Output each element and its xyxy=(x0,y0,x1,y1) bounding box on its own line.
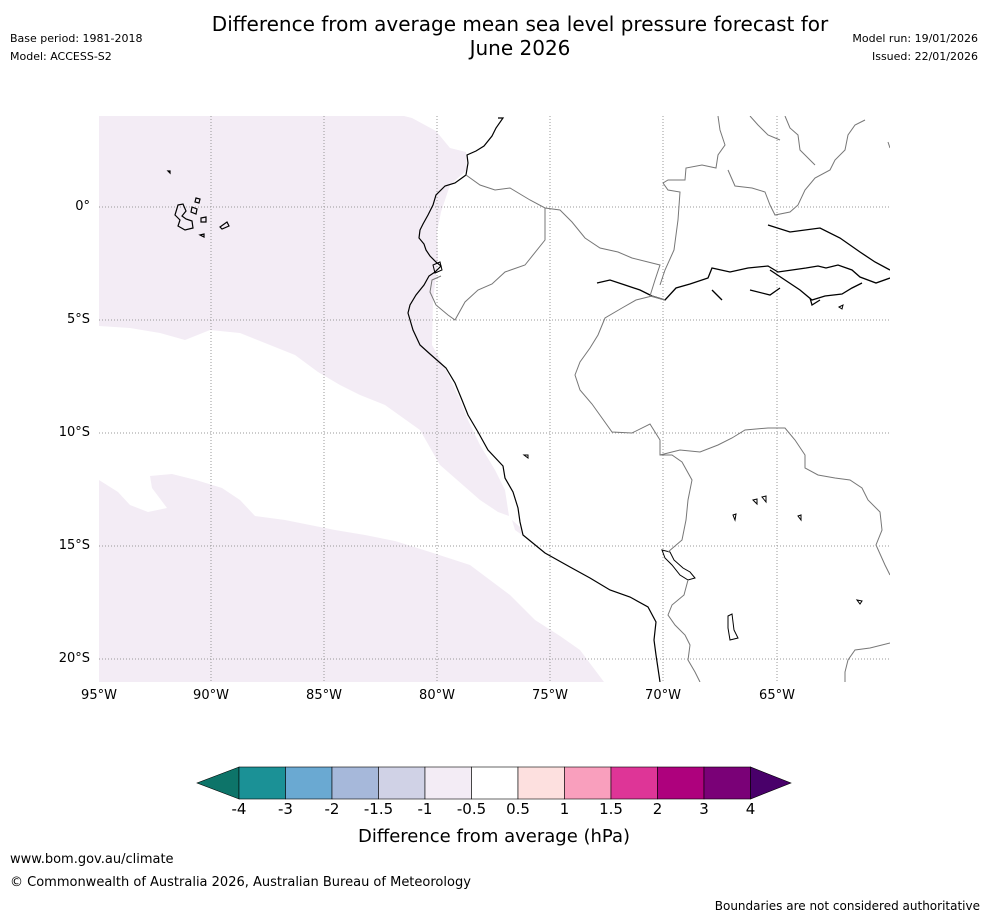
colorbar-tick-label: 1 xyxy=(559,800,570,818)
model-name: Model: ACCESS-S2 xyxy=(10,50,112,63)
map-body xyxy=(99,116,890,682)
footer-url[interactable]: www.bom.gov.au/climate xyxy=(10,852,174,867)
gridlines xyxy=(99,116,890,682)
meta-right: Model run: 19/01/2026 Issued: 22/01/2026 xyxy=(852,30,978,66)
meta-left: Base period: 1981-2018 Model: ACCESS-S2 xyxy=(10,30,142,66)
colorbar-tick-label: -2 xyxy=(324,800,340,818)
anomaly-region-coast xyxy=(512,520,522,535)
lon-label-70w: 70°W xyxy=(645,688,681,703)
coastline-pacific xyxy=(407,117,661,682)
lakes xyxy=(522,304,863,641)
footer-copyright: © Commonwealth of Australia 2026, Austra… xyxy=(10,875,471,890)
colorbar-swatch xyxy=(610,766,658,800)
colorbar-arrow-high xyxy=(750,766,792,800)
colorbar-swatch xyxy=(424,766,472,800)
colorbar-tick-label: 4 xyxy=(745,800,756,818)
colorbar-tick-label: -1.5 xyxy=(363,800,394,818)
title-line-1: Difference from average mean sea level p… xyxy=(211,12,829,36)
colorbar-swatch xyxy=(703,766,751,800)
colorbar-tick-label: -0.5 xyxy=(456,800,487,818)
colorbar-swatch xyxy=(378,766,426,800)
colorbar-tick-label: -3 xyxy=(278,800,293,818)
title-line-2: June 2026 xyxy=(469,36,571,60)
anomaly-region-south xyxy=(99,474,604,682)
lat-label-5s: 5°S xyxy=(66,312,90,327)
colorbar-tick-label: -4 xyxy=(231,800,247,818)
rivers xyxy=(596,224,890,307)
lon-label-95w: 95°W xyxy=(81,688,117,703)
lat-label-10s: 10°S xyxy=(58,425,90,440)
footer-disclaimer: Boundaries are not considered authoritat… xyxy=(714,899,980,913)
colorbar-tick-label: 2 xyxy=(652,800,663,818)
colorbar-swatch xyxy=(331,766,379,800)
colorbar-tick-label: -1 xyxy=(417,800,433,818)
colorbar-tick-label: 1.5 xyxy=(599,800,623,818)
colorbar-swatch xyxy=(471,766,519,800)
country-borders xyxy=(429,116,890,682)
colorbar-swatch xyxy=(238,766,286,800)
lon-label-85w: 85°W xyxy=(306,688,342,703)
gulf-of-guayaquil-island xyxy=(432,261,443,274)
lon-label-80w: 80°W xyxy=(419,688,455,703)
base-period: Base period: 1981-2018 xyxy=(10,32,143,45)
model-run: Model run: 19/01/2026 xyxy=(852,32,978,45)
colorbar-arrow-low xyxy=(196,766,240,800)
colorbar-label: Difference from average (hPa) xyxy=(357,826,631,847)
colorbar-swatch xyxy=(564,766,612,800)
colorbar-swatch xyxy=(517,766,565,800)
issued-date: Issued: 22/01/2026 xyxy=(871,50,978,63)
anomaly-region-north xyxy=(99,116,509,516)
colorbar-swatch xyxy=(285,766,333,800)
lon-label-75w: 75°W xyxy=(532,688,568,703)
colorbar-tick-label: 0.5 xyxy=(506,800,530,818)
colorbar-swatch xyxy=(657,766,705,800)
galapagos-islands xyxy=(166,170,230,238)
lat-label-20s: 20°S xyxy=(58,651,90,666)
chart-title: Difference from average mean sea level p… xyxy=(170,12,870,60)
lat-label-15s: 15°S xyxy=(58,538,90,553)
lon-label-65w: 65°W xyxy=(759,688,795,703)
lon-label-90w: 90°W xyxy=(193,688,229,703)
colorbar-swatches xyxy=(196,766,792,800)
lat-label-0: 0° xyxy=(75,199,90,214)
colorbar-tick-label: 3 xyxy=(699,800,709,818)
